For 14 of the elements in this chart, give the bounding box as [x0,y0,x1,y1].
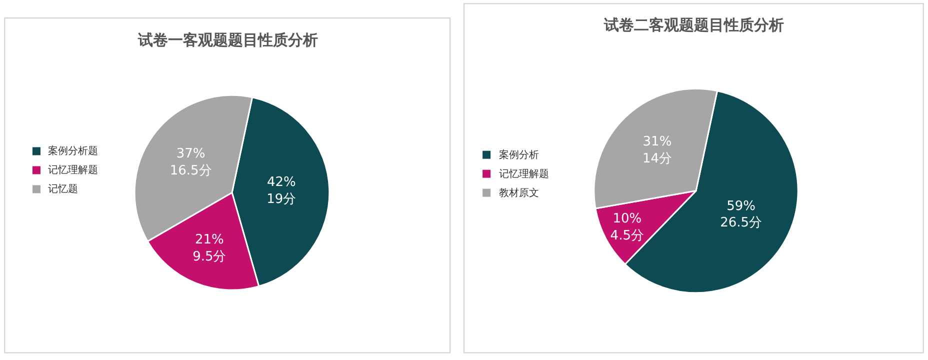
chart-title: 试卷二客观题题目性质分析 [603,16,784,34]
data-label: 42% 19分 [266,174,296,207]
legend-label: 记忆理解题 [499,168,549,180]
chart-title: 试卷一客观题题目性质分析 [137,31,318,49]
legend-label: 记忆理解题 [48,164,98,176]
legend-label: 教材原文 [499,187,539,199]
legend-label: 记忆题 [48,183,78,195]
data-label: 37% 16.5分 [170,146,212,179]
data-label: 21% 9.5分 [192,232,226,264]
data-label: 59% 26.5分 [720,198,762,231]
legend-label: 案例分析题 [48,145,98,157]
data-label: 31% 14分 [642,134,672,167]
legend-label: 案例分析 [499,149,539,161]
data-label: 10% 4.5分 [610,211,644,244]
